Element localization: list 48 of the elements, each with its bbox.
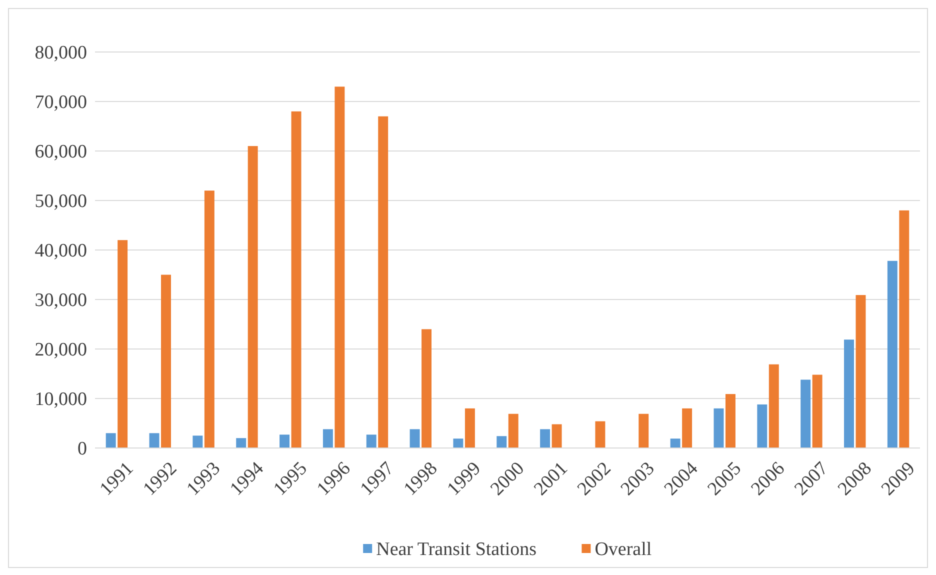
bar	[768, 364, 779, 448]
bar	[800, 380, 811, 448]
y-tick-label: 0	[78, 438, 87, 460]
bar	[204, 190, 214, 448]
bar	[812, 374, 822, 448]
bar	[899, 210, 910, 448]
bar	[106, 433, 116, 448]
bar	[552, 424, 562, 448]
bar	[161, 274, 171, 448]
bar	[856, 295, 866, 448]
bar	[887, 260, 898, 448]
bar	[682, 408, 692, 448]
bar	[280, 434, 290, 448]
bar	[508, 414, 518, 448]
bar	[725, 394, 736, 448]
y-tick-label: 30,000	[34, 290, 87, 312]
bar	[464, 408, 475, 448]
bar	[638, 414, 649, 448]
bar	[540, 429, 550, 448]
legend-label: Near Transit Stations	[376, 539, 537, 560]
bar	[670, 438, 680, 448]
bar	[378, 116, 388, 448]
y-tick-label: 10,000	[34, 389, 87, 410]
y-tick-label: 70,000	[34, 92, 87, 114]
bar	[291, 111, 302, 448]
y-tick-label: 20,000	[34, 340, 87, 361]
bar	[595, 421, 606, 448]
bar	[496, 436, 507, 448]
y-tick-label: 80,000	[34, 42, 87, 64]
bar	[322, 429, 333, 448]
bar	[410, 429, 420, 448]
bar	[149, 433, 160, 448]
bar	[422, 329, 432, 448]
y-tick-label: 50,000	[34, 191, 87, 212]
bar	[453, 438, 464, 448]
bar	[192, 436, 203, 448]
bar	[714, 408, 724, 448]
y-tick-label: 60,000	[34, 142, 87, 163]
bar	[334, 86, 345, 448]
x-tick-label: 1991	[96, 458, 138, 500]
y-tick-label: 40,000	[34, 240, 87, 262]
legend-label: Overall	[594, 539, 652, 560]
bar	[118, 240, 128, 448]
bar	[248, 146, 258, 448]
bar	[844, 340, 854, 448]
bar	[757, 404, 768, 448]
bar	[366, 434, 376, 448]
bar	[236, 438, 246, 448]
